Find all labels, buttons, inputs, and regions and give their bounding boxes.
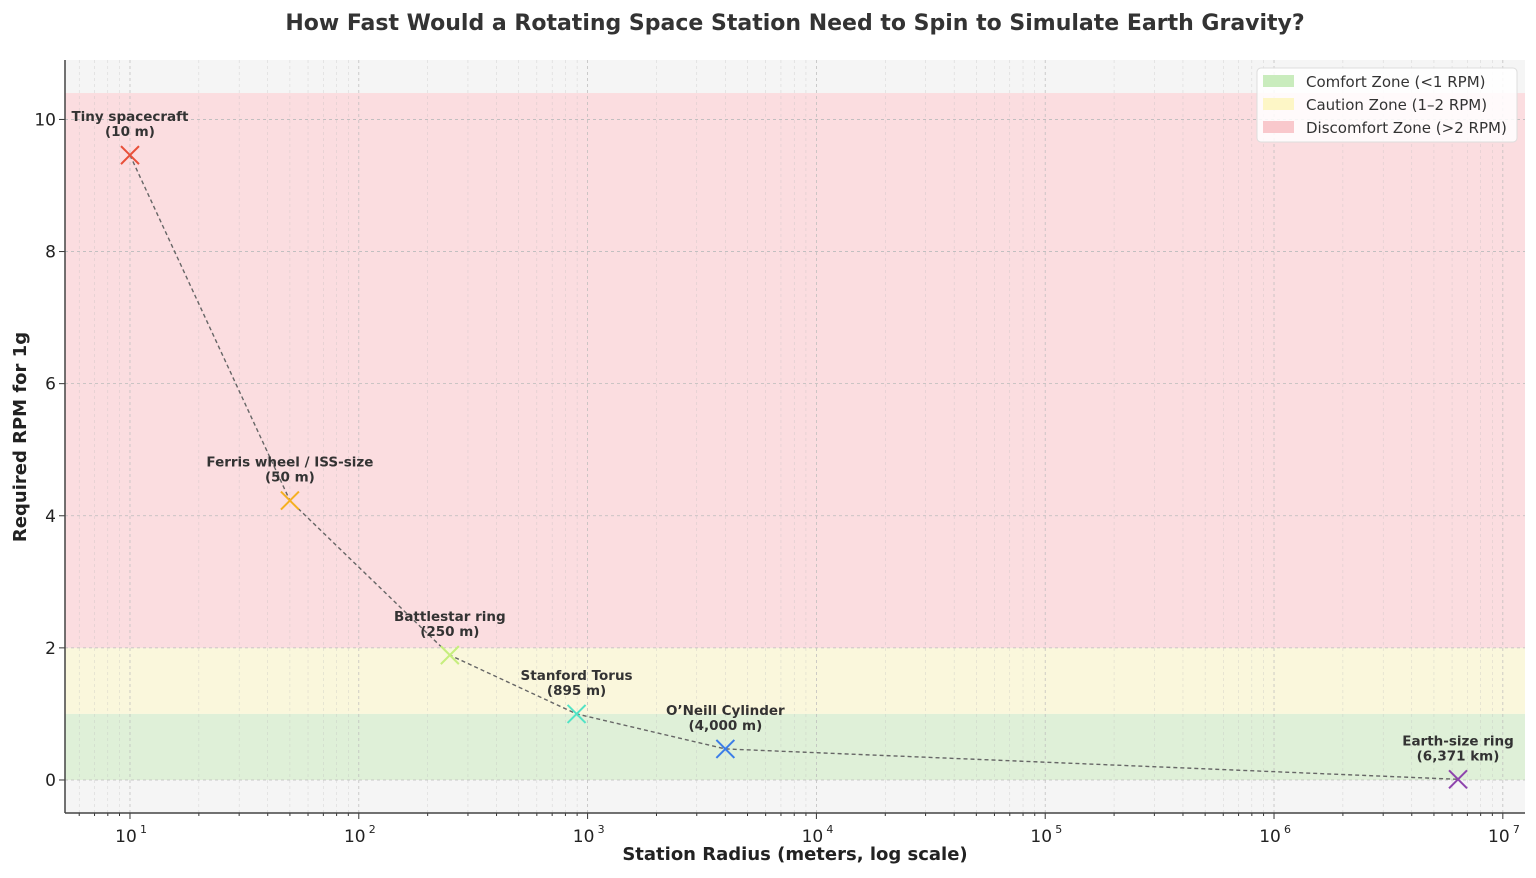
x-tick-label: 10 (344, 827, 366, 847)
y-tick-label: 6 (45, 375, 56, 395)
y-tick-label: 10 (34, 110, 56, 130)
x-tick-label: 10 (573, 827, 595, 847)
y-axis-label: Required RPM for 1g (10, 332, 31, 542)
point-label: O’Neill Cylinder (666, 703, 785, 719)
x-tick-label: 10 (1488, 827, 1510, 847)
x-tick-exponent: 4 (826, 823, 833, 836)
point-label: Earth-size ring (1402, 733, 1514, 749)
point-sublabel: (4,000 m) (688, 718, 762, 734)
point-label: Tiny spacecraft (71, 109, 189, 125)
legend-label: Discomfort Zone (>2 RPM) (1306, 119, 1507, 137)
series-line (129, 154, 1459, 781)
point-label: Stanford Torus (521, 668, 633, 684)
x-tick-label: 10 (1030, 827, 1052, 847)
point-label: Ferris wheel / ISS-size (206, 455, 373, 471)
data-point-marker (280, 490, 300, 511)
x-tick-label: 10 (1259, 827, 1281, 847)
data-point-marker (566, 704, 587, 724)
legend-swatch (1263, 75, 1294, 87)
point-sublabel: (10 m) (105, 124, 155, 140)
legend-swatch (1263, 98, 1294, 110)
x-tick-label: 10 (115, 827, 137, 847)
zone-band (65, 647, 1525, 714)
x-tick-exponent: 7 (1513, 823, 1520, 836)
x-axis-label: Station Radius (meters, log scale) (622, 844, 967, 865)
point-sublabel: (895 m) (547, 683, 606, 699)
x-tick-exponent: 1 (140, 823, 147, 836)
y-tick-label: 0 (45, 771, 56, 791)
point-label: Battlestar ring (394, 609, 506, 625)
zone-band (65, 93, 1525, 648)
x-tick-exponent: 3 (598, 823, 605, 836)
x-tick-label: 10 (802, 827, 824, 847)
legend: Comfort Zone (<1 RPM) Caution Zone (1–2 R… (1256, 67, 1518, 143)
x-tick-exponent: 2 (369, 823, 376, 836)
data-point-marker (120, 145, 140, 165)
zone-band (65, 713, 1525, 780)
legend-swatch (1263, 121, 1294, 133)
chart-title: How Fast Would a Rotating Space Station … (285, 11, 1304, 36)
point-sublabel: (50 m) (265, 470, 315, 486)
data-point-marker (715, 739, 736, 759)
point-sublabel: (250 m) (420, 624, 479, 640)
y-tick-label: 4 (45, 507, 56, 527)
legend-label: Comfort Zone (<1 RPM) (1306, 73, 1486, 91)
data-point-marker (440, 645, 460, 665)
y-tick-label: 8 (45, 243, 56, 263)
point-sublabel: (6,371 km) (1417, 748, 1500, 764)
x-tick-exponent: 6 (1284, 823, 1291, 836)
data-point-marker (1448, 769, 1468, 790)
y-tick-label: 2 (45, 639, 56, 659)
legend-label: Caution Zone (1–2 RPM) (1306, 96, 1487, 114)
x-tick-exponent: 5 (1055, 823, 1062, 836)
